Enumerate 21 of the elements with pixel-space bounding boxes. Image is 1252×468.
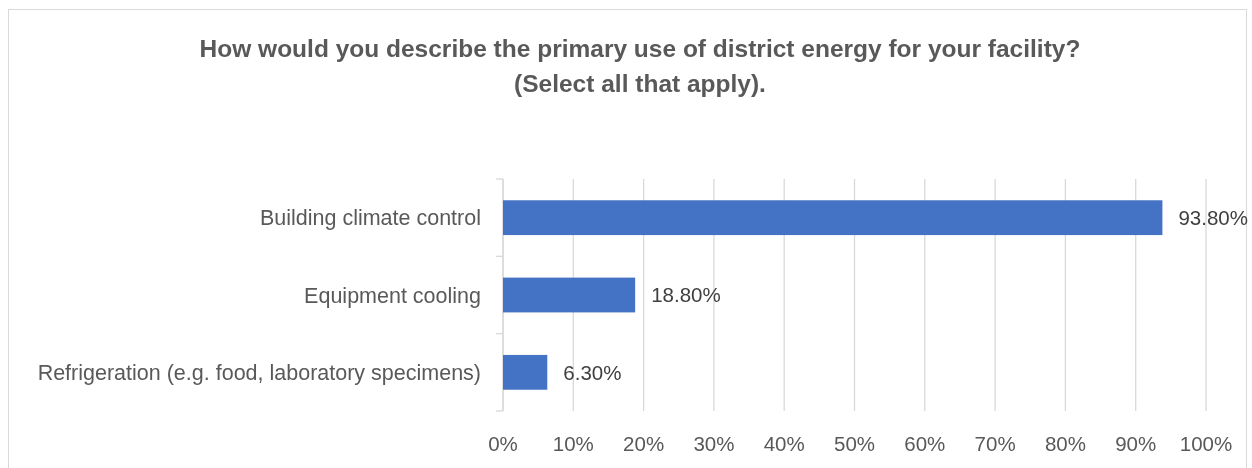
- x-tick-label: 40%: [763, 432, 805, 455]
- x-tick-label: 100%: [1179, 432, 1233, 455]
- x-tick-label: 90%: [1115, 432, 1157, 455]
- x-tick-label: 50%: [833, 432, 876, 455]
- x-tick-label: 80%: [1044, 432, 1086, 455]
- y-tick-label: Equipment cooling: [304, 283, 481, 308]
- data-label: 18.80%: [651, 283, 721, 307]
- bar: [503, 200, 1163, 236]
- data-label: 6.30%: [563, 360, 622, 384]
- bar: [503, 277, 636, 313]
- x-tick-label: 20%: [623, 432, 665, 455]
- x-tick-label: 30%: [693, 432, 735, 455]
- data-label: 93.80%: [1178, 205, 1248, 229]
- x-tick-label: 10%: [552, 432, 594, 455]
- x-tick-label: 0%: [488, 432, 518, 455]
- x-tick-label: 70%: [974, 432, 1016, 455]
- x-tick-label: 60%: [904, 432, 946, 455]
- y-tick-label: Building climate control: [259, 206, 481, 231]
- y-tick-label: Refrigeration (e.g. food, laboratory specimens): [37, 360, 481, 385]
- bar: [503, 354, 548, 390]
- chart-title: How would you describe the primary use of district energy for your facility? (Select all that apply).: [199, 35, 1081, 97]
